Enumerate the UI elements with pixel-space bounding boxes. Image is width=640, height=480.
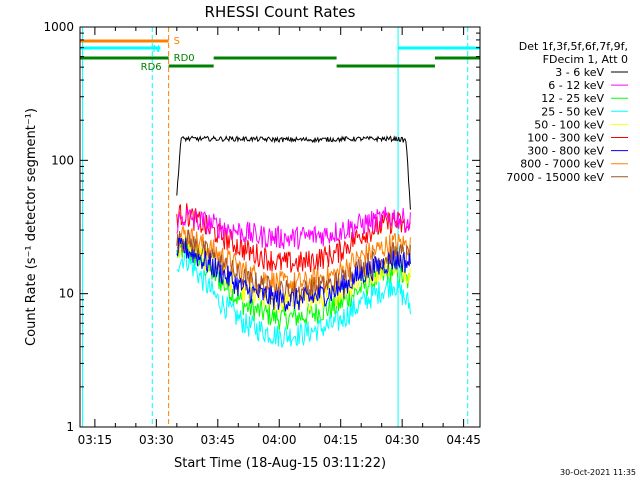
y-tick-label-2: 10 [59, 287, 74, 301]
y-axis-label: Count Rate (s⁻¹ detector segment⁻¹) [24, 108, 39, 346]
axes-layer: 03:15 03:30 03:45 04:00 04:15 04:30 04:45 1 10 10… [43, 20, 480, 447]
x-tick-label-5: 04:15 [323, 433, 358, 447]
x-axis-label: Start Time (18-Aug-15 03:11:22) [174, 456, 386, 471]
legend-label-8: 800 - 7000 keV [520, 158, 604, 171]
legend-label-1: 3 - 6 keV [555, 66, 604, 79]
legend-label-3: 12 - 25 keV [541, 92, 604, 105]
series-line-3-6-kev [176, 135, 411, 210]
y-tick-label-1: 1 [66, 420, 74, 434]
y-tick-label-3: 100 [51, 153, 74, 167]
y-tick-label-4: 1000 [43, 20, 74, 34]
footer-date: 30-Oct-2021 11:35 [560, 468, 636, 477]
x-tick-label-1: 03:15 [78, 433, 113, 447]
x-tick-label-7: 04:45 [446, 433, 481, 447]
series-line-6-12-kev [176, 206, 411, 250]
x-tick-label-4: 04:00 [262, 433, 297, 447]
series-line-25-50-kev [176, 247, 411, 348]
status-bars-layer: S N RD0 RD6 [80, 36, 480, 73]
legend-label-9: 7000 - 15000 keV [506, 171, 604, 184]
data-series-layer [176, 135, 411, 348]
x-tick-label-6: 04:30 [385, 433, 420, 447]
legend-header-line-2: FDecim 1, Att 0 [543, 53, 628, 66]
status-label-rd6: RD6 [141, 62, 162, 73]
status-label-rd0: RD0 [174, 53, 195, 64]
status-label-n: N [153, 44, 160, 55]
time-marker-layer [82, 27, 469, 427]
legend: Det 1f,3f,5f,6f,7f,9f,FDecim 1, Att 03 -… [506, 40, 628, 184]
plot-frame [79, 26, 481, 428]
legend-label-2: 6 - 12 keV [548, 79, 604, 92]
status-label-s: S [174, 36, 180, 47]
legend-label-6: 100 - 300 keV [527, 132, 604, 145]
series-line-300-800-kev [176, 237, 411, 312]
x-tick-label-3: 03:45 [200, 433, 235, 447]
chart-title: RHESSI Count Rates [205, 3, 356, 21]
legend-label-5: 50 - 100 keV [534, 118, 604, 131]
legend-label-4: 25 - 50 keV [541, 105, 604, 118]
legend-header-line-1: Det 1f,3f,5f,6f,7f,9f, [519, 40, 628, 53]
legend-label-7: 300 - 800 keV [527, 145, 604, 158]
x-tick-label-2: 03:30 [139, 433, 174, 447]
series-line-100-300-kev [176, 203, 411, 273]
